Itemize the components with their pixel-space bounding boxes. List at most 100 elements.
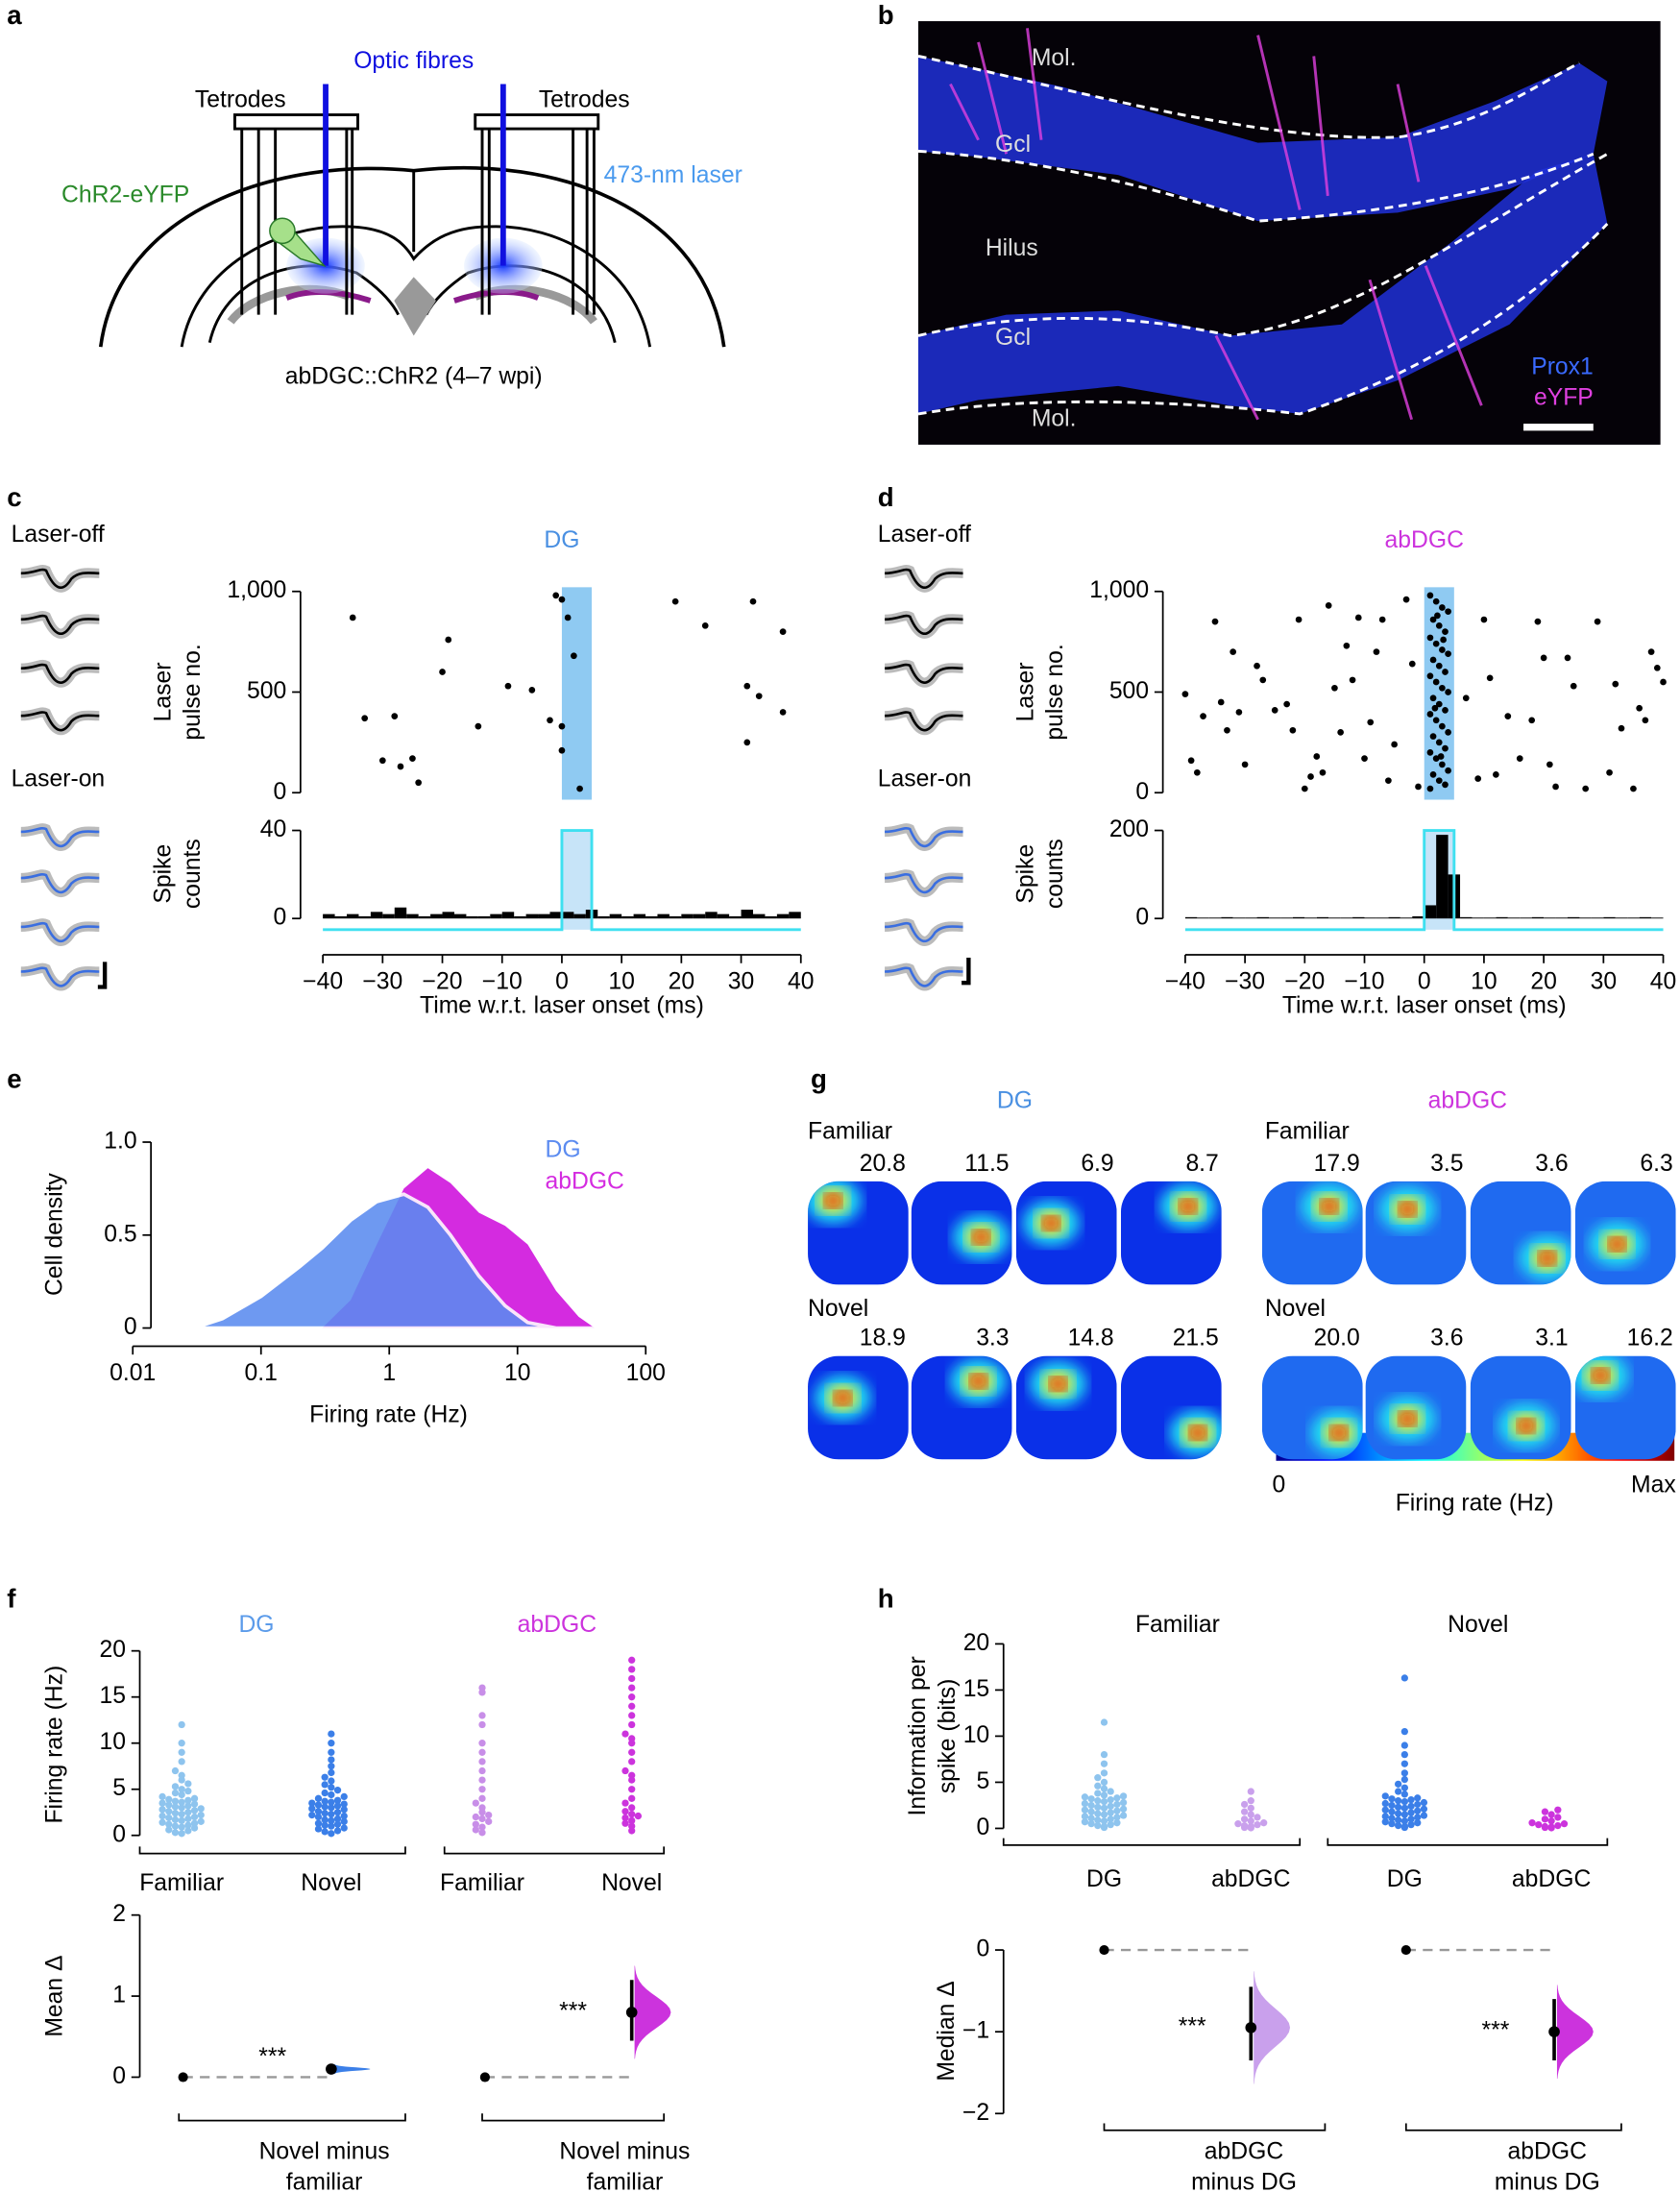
swarm-dot xyxy=(1407,1815,1415,1823)
raster-dot xyxy=(1442,706,1449,714)
effect-dot xyxy=(1245,2022,1257,2034)
swarm-dot xyxy=(478,1829,486,1837)
map-peak-label: 3.3 xyxy=(976,1326,1009,1352)
diagram-label: Tetrodes xyxy=(539,87,630,113)
raster-dot xyxy=(576,785,583,792)
swarm-dot xyxy=(1081,1799,1089,1808)
x-tick-label: 40 xyxy=(788,969,815,995)
raster-dot xyxy=(409,755,416,762)
swarm-dot xyxy=(1400,1784,1408,1791)
swarm-dot xyxy=(171,1810,180,1817)
raster-dot xyxy=(378,757,386,765)
raster-dot xyxy=(779,709,787,716)
hist-bar xyxy=(538,913,550,919)
swarm-dot xyxy=(190,1794,199,1802)
waveform xyxy=(885,711,963,732)
y-tick-label: 0 xyxy=(274,905,287,931)
micrograph xyxy=(917,21,1661,445)
swarm-dot xyxy=(1081,1806,1089,1814)
layer-label: Gcl xyxy=(995,132,1031,158)
hist-bar xyxy=(1603,916,1616,919)
raster-dot xyxy=(1462,694,1470,702)
raster-dot xyxy=(1337,729,1344,736)
swarm-dot xyxy=(1094,1816,1102,1824)
raster-dot xyxy=(1426,592,1434,599)
y-tick-label: 0 xyxy=(112,2063,126,2089)
swarm-dot xyxy=(1100,1822,1108,1831)
effect-dot xyxy=(1548,2026,1560,2037)
swarm-dot xyxy=(1400,1750,1408,1759)
swarm-dot xyxy=(1100,1760,1108,1767)
swarm-dot xyxy=(333,1809,342,1816)
raster-dot xyxy=(1378,616,1386,623)
swarm-dot xyxy=(1554,1821,1562,1830)
swarm-dot xyxy=(328,1730,335,1738)
swarm-dot xyxy=(478,1748,486,1756)
hist-bar xyxy=(1651,917,1664,919)
swarm-dot xyxy=(628,1816,636,1825)
swarm-dot xyxy=(1528,1819,1536,1827)
swarm-dot xyxy=(321,1789,329,1797)
swarm-dot xyxy=(1240,1808,1249,1815)
raster-dot xyxy=(1445,608,1451,616)
raster-dot xyxy=(1439,684,1446,692)
hist-bar xyxy=(1388,916,1400,919)
raster-dot xyxy=(528,687,536,694)
swarm-dot xyxy=(478,1766,486,1775)
legend-label: eYFP xyxy=(1534,384,1594,410)
swarm-dot xyxy=(621,1808,629,1815)
swarm-dot xyxy=(340,1812,348,1820)
hist-bar xyxy=(1256,916,1269,919)
y-tick-label: 5 xyxy=(976,1768,989,1794)
raster-dot xyxy=(397,763,404,770)
effect-dot xyxy=(326,2063,337,2075)
swarm-dot xyxy=(1388,1820,1396,1828)
hist-bar xyxy=(1352,916,1365,919)
hist-bar xyxy=(323,913,335,919)
swarm-dot xyxy=(628,1684,636,1692)
raster-dot xyxy=(415,779,422,787)
map-spot xyxy=(1330,1425,1348,1440)
swarm-dot xyxy=(478,1740,486,1747)
firing-map xyxy=(1120,1355,1222,1460)
x-tick-label: minus DG xyxy=(1495,2170,1600,2192)
swarm-dot xyxy=(178,1811,185,1818)
swarm-dot xyxy=(158,1812,166,1820)
y-tick-label: 15 xyxy=(99,1683,126,1709)
bootstrap-distribution xyxy=(333,2063,371,2075)
raster-dot xyxy=(1439,646,1446,653)
swarm-dot xyxy=(1420,1798,1428,1807)
raster-dot xyxy=(1432,678,1440,686)
swarm-dot xyxy=(165,1795,173,1803)
panel-label: f xyxy=(7,1584,16,1614)
swarm-dot xyxy=(171,1829,180,1837)
swarm-dot xyxy=(178,1740,185,1747)
waveform xyxy=(20,966,100,987)
swarm-dot xyxy=(1388,1795,1396,1803)
hist-bar xyxy=(729,915,742,919)
raster-dot xyxy=(1435,700,1443,708)
x-tick-label: −40 xyxy=(1165,969,1205,995)
map-spot xyxy=(824,1193,841,1208)
x-tick-label: 0 xyxy=(555,969,569,995)
y-axis-label: Median Δ xyxy=(934,1981,960,2081)
swarm-dot xyxy=(628,1656,636,1664)
swarm-dot xyxy=(328,1816,335,1825)
raster-dot xyxy=(1653,664,1661,671)
waveform xyxy=(20,921,100,943)
map-row-label: Novel xyxy=(1265,1296,1326,1322)
hist-bar xyxy=(1221,916,1233,919)
group-title: DG xyxy=(238,1612,274,1638)
raster-dot xyxy=(755,693,763,700)
hist-bar xyxy=(477,915,491,919)
swarm-dot xyxy=(1113,1814,1121,1821)
swarm-dot xyxy=(314,1813,323,1821)
swarm-dot xyxy=(171,1766,180,1775)
hist-bar xyxy=(394,907,407,919)
swarm-dot xyxy=(478,1720,486,1729)
bootstrap-distribution xyxy=(1556,1985,1594,2080)
y-tick-label: 500 xyxy=(247,678,286,704)
swarm-dot xyxy=(165,1801,173,1809)
raster-dot xyxy=(1429,694,1437,702)
scale-bar xyxy=(962,957,971,986)
